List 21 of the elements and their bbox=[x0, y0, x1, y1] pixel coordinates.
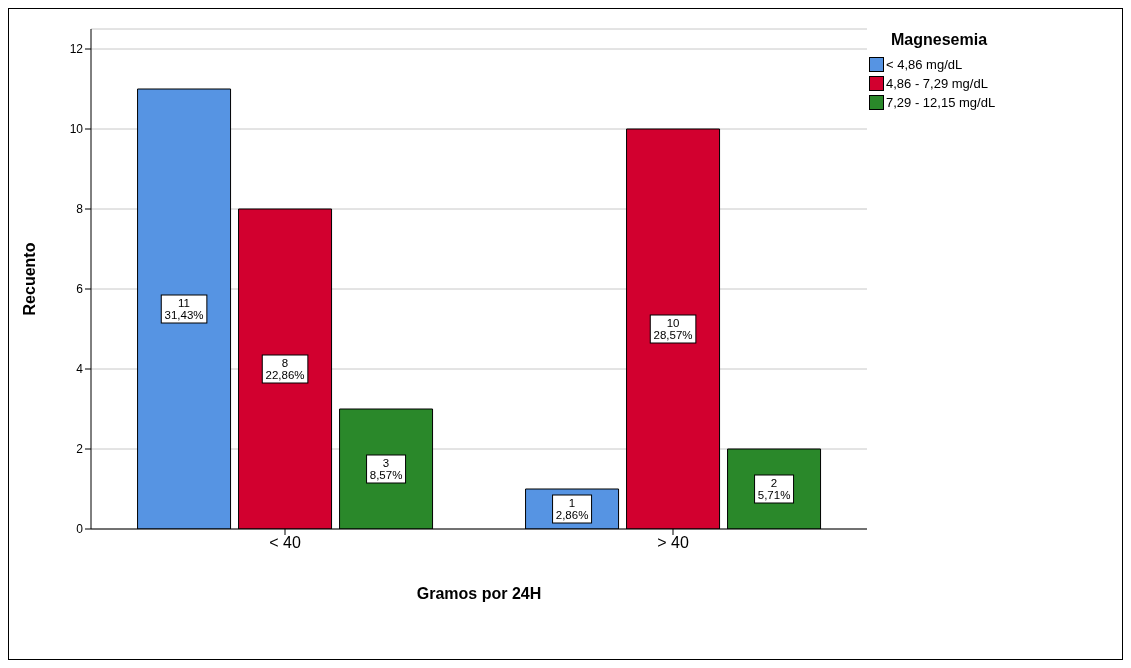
x-tick-label: > 40 bbox=[657, 534, 689, 552]
y-tick-label: 0 bbox=[76, 522, 84, 537]
data-label: 10 28,57% bbox=[653, 317, 693, 341]
y-axis-title: Recuento bbox=[20, 242, 38, 316]
x-tick-label: < 40 bbox=[269, 534, 301, 552]
y-tick-label: 6 bbox=[76, 282, 84, 297]
y-tick-label: 8 bbox=[76, 202, 84, 217]
legend-label: 7,29 - 12,15 mg/dL bbox=[886, 95, 996, 110]
x-axis-title: Gramos por 24H bbox=[416, 585, 542, 602]
data-label: 2 5,71% bbox=[757, 477, 791, 501]
data-label: 8 22,86% bbox=[265, 357, 305, 381]
data-label: 3 8,57% bbox=[369, 457, 403, 481]
data-label: 1 2,86% bbox=[555, 497, 589, 521]
data-label: 11 31,43% bbox=[164, 297, 204, 321]
legend-title: Magnesemia bbox=[891, 31, 989, 49]
y-tick-label: 12 bbox=[69, 42, 84, 57]
y-tick-label: 10 bbox=[69, 122, 84, 137]
legend-label: 4,86 - 7,29 mg/dL bbox=[886, 76, 988, 91]
y-tick-label: 4 bbox=[76, 362, 84, 377]
y-tick-label: 2 bbox=[76, 442, 84, 457]
legend-label: < 4,86 mg/dL bbox=[886, 57, 963, 72]
